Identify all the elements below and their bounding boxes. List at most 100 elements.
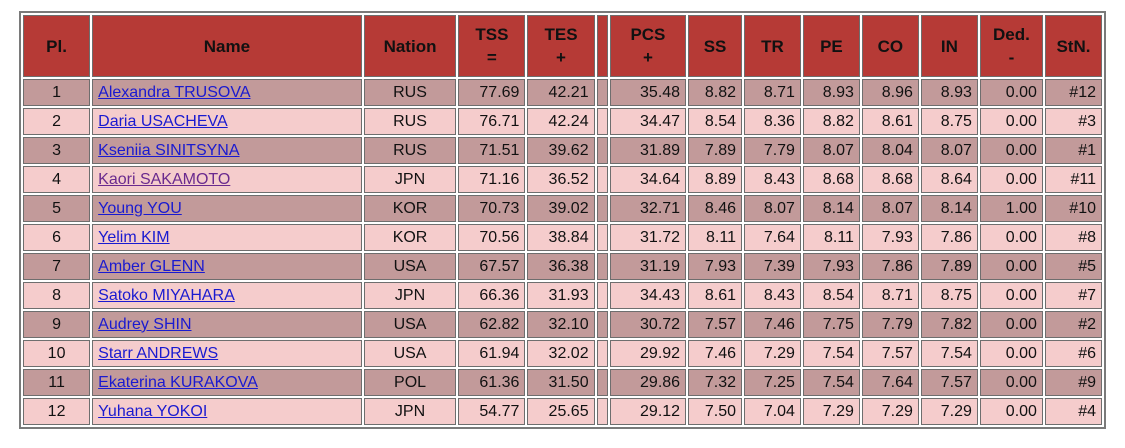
co-cell: 7.93 [861,224,919,251]
tr-cell: 7.25 [743,369,801,396]
tr-cell: 7.39 [743,253,801,280]
nation-cell: RUS [363,79,457,106]
tss-cell: 54.77 [458,398,526,425]
place-cell: 6 [23,224,91,251]
table-row: 4 Kaori SAKAMOTO JPN 71.16 36.52 34.64 8… [23,166,1102,193]
skater-link[interactable]: Starr ANDREWS [98,344,219,362]
stn-cell: #8 [1044,224,1102,251]
name-cell: Kaori SAKAMOTO [92,166,362,193]
stn-cell: #1 [1044,137,1102,164]
spacer-cell [596,224,608,251]
header-co: CO [861,15,919,77]
tes-cell: 31.93 [527,282,595,309]
in-cell: 7.82 [920,311,978,338]
nation-cell: RUS [363,137,457,164]
ded-cell: 1.00 [979,195,1043,222]
skater-link[interactable]: Satoko MIYAHARA [98,286,235,304]
nation-cell: JPN [363,166,457,193]
ded-cell: 0.00 [979,166,1043,193]
spacer-cell [596,340,608,367]
table-row: 5 Young YOU KOR 70.73 39.02 32.71 8.46 8… [23,195,1102,222]
ss-cell: 7.89 [688,137,742,164]
tr-cell: 8.43 [743,282,801,309]
pcs-cell: 31.72 [609,224,687,251]
pe-cell: 8.11 [802,224,860,251]
table-row: 8 Satoko MIYAHARA JPN 66.36 31.93 34.43 … [23,282,1102,309]
pe-cell: 8.93 [802,79,860,106]
name-cell: Kseniia SINITSYNA [92,137,362,164]
results-header: Pl. Name Nation TSS = TES + PCS + SS TR PE … [23,15,1102,77]
name-cell: Audrey SHIN [92,311,362,338]
skater-link[interactable]: Daria USACHEVA [98,112,228,130]
pe-cell: 7.54 [802,340,860,367]
pe-cell: 7.93 [802,253,860,280]
tss-cell: 70.73 [458,195,526,222]
tes-cell: 36.52 [527,166,595,193]
header-pcs: PCS + [609,15,687,77]
tr-cell: 7.64 [743,224,801,251]
skater-link[interactable]: Kseniia SINITSYNA [98,141,240,159]
ss-cell: 7.32 [688,369,742,396]
tes-cell: 32.10 [527,311,595,338]
nation-cell: JPN [363,398,457,425]
spacer-cell [596,253,608,280]
place-cell: 10 [23,340,91,367]
spacer-cell [596,398,608,425]
skater-link[interactable]: Audrey SHIN [98,315,192,333]
stn-cell: #6 [1044,340,1102,367]
pe-cell: 7.75 [802,311,860,338]
stn-cell: #2 [1044,311,1102,338]
nation-cell: RUS [363,108,457,135]
header-row: Pl. Name Nation TSS = TES + PCS + SS TR PE … [23,15,1102,77]
skater-link[interactable]: Yuhana YOKOI [98,402,208,420]
place-cell: 12 [23,398,91,425]
spacer-cell [596,166,608,193]
name-cell: Daria USACHEVA [92,108,362,135]
skater-link[interactable]: Yelim KIM [98,228,170,246]
header-nation: Nation [363,15,457,77]
stn-cell: #12 [1044,79,1102,106]
name-cell: Starr ANDREWS [92,340,362,367]
stn-cell: #4 [1044,398,1102,425]
pe-cell: 7.29 [802,398,860,425]
skater-link[interactable]: Kaori SAKAMOTO [98,170,231,188]
header-name: Name [92,15,362,77]
header-ded: Ded. - [979,15,1043,77]
skater-link[interactable]: Amber GLENN [98,257,205,275]
stn-cell: #9 [1044,369,1102,396]
table-row: 7 Amber GLENN USA 67.57 36.38 31.19 7.93… [23,253,1102,280]
skater-link[interactable]: Ekaterina KURAKOVA [98,373,258,391]
header-place: Pl. [23,15,91,77]
nation-cell: USA [363,253,457,280]
in-cell: 8.07 [920,137,978,164]
pe-cell: 7.54 [802,369,860,396]
co-cell: 8.71 [861,282,919,309]
tss-cell: 67.57 [458,253,526,280]
co-cell: 7.29 [861,398,919,425]
tss-cell: 61.94 [458,340,526,367]
tss-cell: 77.69 [458,79,526,106]
skater-link[interactable]: Young YOU [98,199,182,217]
place-cell: 5 [23,195,91,222]
tes-cell: 42.21 [527,79,595,106]
spacer-cell [596,108,608,135]
ded-cell: 0.00 [979,253,1043,280]
tr-cell: 8.43 [743,166,801,193]
co-cell: 8.68 [861,166,919,193]
co-cell: 8.96 [861,79,919,106]
ss-cell: 8.61 [688,282,742,309]
pcs-cell: 34.43 [609,282,687,309]
table-row: 11 Ekaterina KURAKOVA POL 61.36 31.50 29… [23,369,1102,396]
in-cell: 7.57 [920,369,978,396]
in-cell: 7.89 [920,253,978,280]
co-cell: 8.07 [861,195,919,222]
stn-cell: #7 [1044,282,1102,309]
spacer-cell [596,79,608,106]
in-cell: 7.86 [920,224,978,251]
pcs-cell: 31.19 [609,253,687,280]
ded-cell: 0.00 [979,79,1043,106]
header-pe: PE [802,15,860,77]
skater-link[interactable]: Alexandra TRUSOVA [98,83,251,101]
spacer-cell [596,282,608,309]
ded-cell: 0.00 [979,398,1043,425]
